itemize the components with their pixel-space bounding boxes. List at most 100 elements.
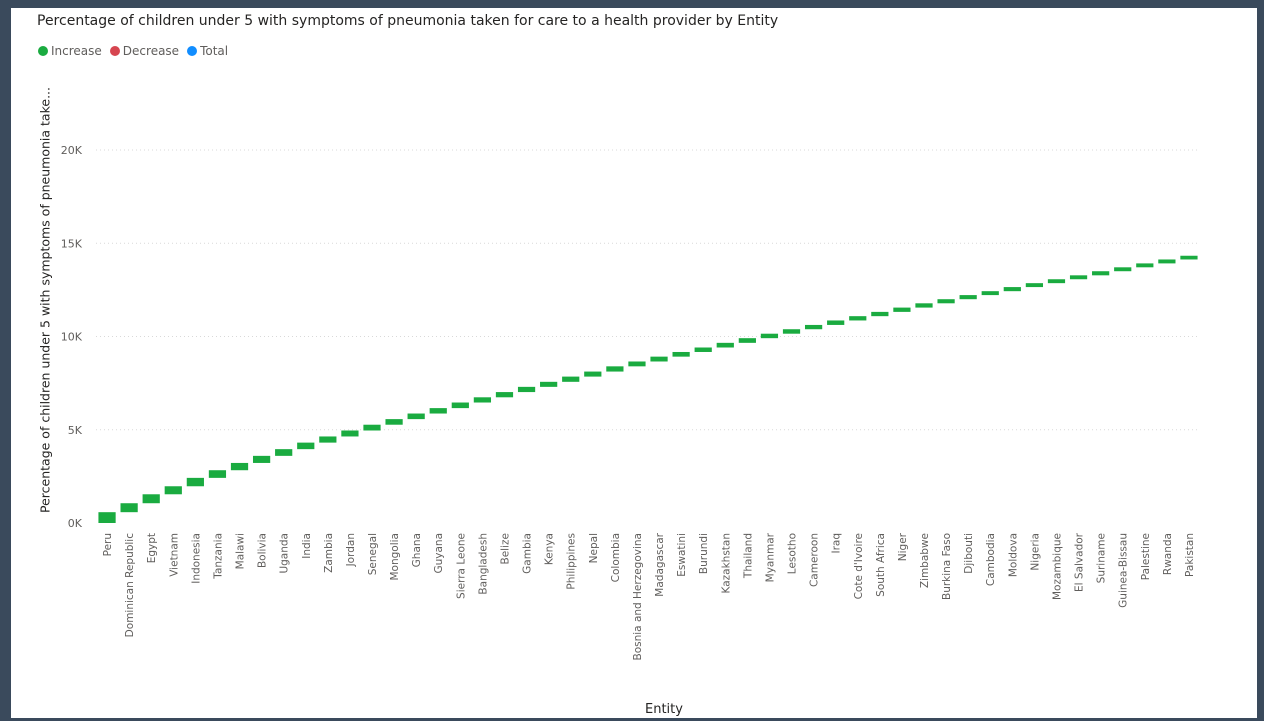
waterfall-bar[interactable] [937,299,955,304]
waterfall-bar[interactable] [738,338,756,343]
waterfall-bar[interactable] [1047,279,1066,284]
waterfall-bar[interactable] [517,386,536,393]
x-tick-label: Egypt [146,533,158,563]
waterfall-bar[interactable] [849,316,867,321]
x-tick-label: Jordan [345,533,357,567]
waterfall-bar[interactable] [694,347,712,352]
waterfall-bar[interactable] [782,329,801,334]
x-tick-label: Madagascar [654,532,666,596]
x-tick-label: El Salvador [1074,532,1086,592]
waterfall-bar[interactable] [959,295,977,300]
x-axis-label: Entity [645,702,683,717]
x-tick-label: Ghana [411,533,423,567]
waterfall-bar[interactable] [1069,275,1088,280]
waterfall-bar[interactable] [804,324,823,330]
waterfall-bar[interactable] [716,342,734,348]
waterfall-bar[interactable] [584,371,602,377]
waterfall-bar[interactable] [760,333,779,339]
x-tick-label: Rwanda [1162,533,1174,575]
waterfall-bar[interactable] [98,512,116,523]
chart-title: Percentage of children under 5 with symp… [37,13,779,29]
waterfall-bar[interactable] [1092,271,1110,276]
waterfall-bar[interactable] [915,303,933,308]
waterfall-bar[interactable] [385,419,403,425]
waterfall-bar[interactable] [1180,255,1198,260]
legend-item-decrease[interactable]: Decrease [109,44,180,58]
increase-dot-icon [38,46,48,56]
x-tick-label: Pakistan [1184,533,1196,577]
x-tick-label: Kazakhstan [720,533,732,594]
x-tick-label: Kenya [544,533,556,565]
waterfall-bar[interactable] [1025,283,1044,288]
waterfall-bar[interactable] [230,462,249,471]
x-tick-label: Uganda [279,533,291,574]
x-tick-label: Zambia [323,533,335,573]
x-tick-label: India [301,533,313,559]
x-tick-label: Nepal [588,533,600,563]
legend-label-increase: Increase [51,44,102,58]
x-tick-label: Bolivia [257,533,269,568]
waterfall-bar[interactable] [893,307,911,312]
waterfall-bar[interactable] [540,381,558,387]
waterfall-bar[interactable] [672,351,690,357]
waterfall-bar[interactable] [981,291,999,296]
y-tick-label: 10K [61,331,83,344]
x-tick-label: Tanzania [212,533,224,580]
x-tick-label: Eswatini [676,533,688,577]
waterfall-bar[interactable] [120,503,138,513]
x-tick-label: Guinea-Bissau [1118,533,1130,608]
waterfall-bar[interactable] [341,430,359,437]
waterfall-bar[interactable] [164,486,182,495]
legend-label-decrease: Decrease [122,44,180,58]
x-tick-label: Djibouti [963,533,975,574]
waterfall-bar[interactable] [208,470,227,478]
y-tick-label: 15K [61,237,83,250]
waterfall-bar[interactable] [363,424,381,431]
x-tick-label: Mongolia [389,533,401,581]
x-tick-label: Myanmar [764,532,776,582]
x-tick-label: Sierra Leone [455,533,467,599]
waterfall-bar[interactable] [1003,287,1021,292]
waterfall-bar[interactable] [297,442,315,450]
waterfall-bar[interactable] [319,436,337,443]
x-tick-label: Zimbabwe [919,533,931,588]
decrease-dot-icon [109,46,120,56]
legend-item-increase[interactable]: Increase [38,44,102,58]
waterfall-bar[interactable] [562,376,580,382]
waterfall-bar[interactable] [429,408,447,414]
x-tick-label: South Africa [875,533,887,597]
x-tick-label: Gambia [522,533,534,574]
waterfall-bar[interactable] [1158,259,1176,264]
waterfall-bar[interactable] [495,392,514,398]
x-tick-label: Malawi [235,533,247,569]
x-tick-label: Indonesia [190,533,202,584]
x-tick-label: Guyana [433,533,445,574]
x-tick-label: Cameroon [809,533,821,587]
waterfall-bar[interactable] [186,477,204,487]
waterfall-bar[interactable] [1136,263,1154,268]
waterfall-bar[interactable] [252,455,271,463]
waterfall-bar[interactable] [871,311,889,317]
waterfall-bar[interactable] [650,356,668,362]
x-tick-label: Dominican Republic [124,533,136,638]
y-tick-label: 0K [68,517,83,530]
x-tick-label: Vietnam [168,533,180,577]
waterfall-bar[interactable] [606,366,624,372]
x-tick-label: Iraq [831,533,843,554]
waterfall-bar[interactable] [407,413,425,420]
waterfall-bar[interactable] [827,320,845,325]
waterfall-bar[interactable] [1114,267,1132,272]
x-tick-label: Belize [499,533,511,564]
waterfall-bar[interactable] [628,361,646,367]
waterfall-bar[interactable] [473,397,492,403]
legend-item-total[interactable]: Total [187,44,228,58]
x-tick-label: Niger [897,532,909,561]
x-tick-label: Peru [102,533,114,556]
waterfall-bar[interactable] [142,494,160,504]
x-tick-label: Palestine [1140,533,1152,580]
total-dot-icon [187,46,198,56]
x-tick-label: Lesotho [787,533,799,574]
x-tick-label: Burundi [698,533,710,574]
waterfall-bar[interactable] [275,449,293,456]
waterfall-bar[interactable] [451,402,469,409]
